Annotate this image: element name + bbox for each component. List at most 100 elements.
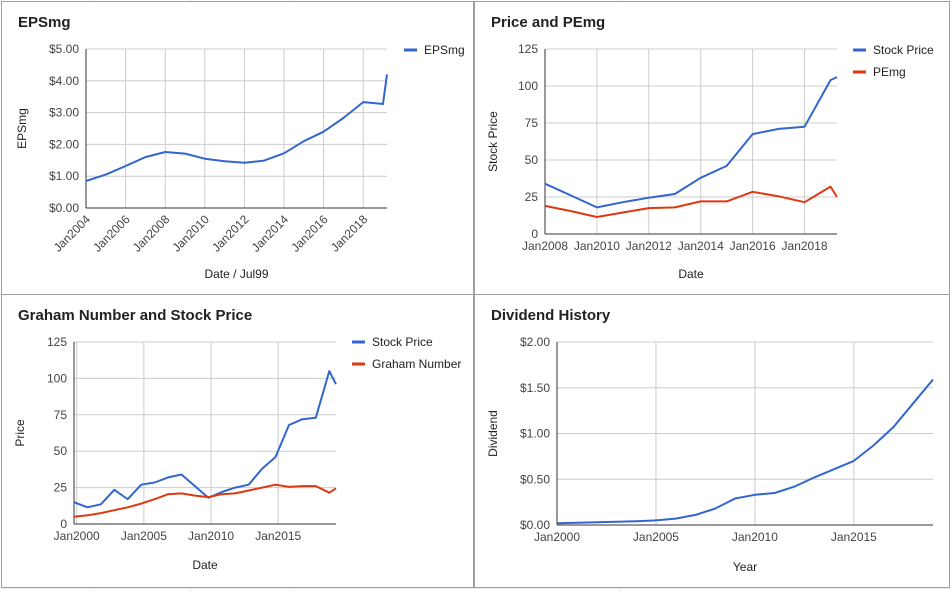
data-point <box>72 500 76 504</box>
data-point <box>614 520 618 524</box>
y-axis-title: Stock Price <box>486 111 500 172</box>
data-point <box>773 491 777 495</box>
data-point <box>166 475 170 479</box>
data-point <box>647 196 651 200</box>
x-tick-label: Jan2006 <box>90 212 133 255</box>
data-point <box>104 173 108 177</box>
graham-chart-panel: Graham Number and Stock Price 0 25 50 75 100… <box>1 294 474 588</box>
data-point <box>751 190 755 194</box>
data-point <box>654 518 658 522</box>
y-axis-title: Price <box>13 419 27 447</box>
data-point <box>163 150 167 154</box>
data-point <box>699 176 703 180</box>
y-tick-label: 50 <box>54 444 68 458</box>
data-point <box>381 102 385 106</box>
data-point <box>334 486 338 490</box>
x-tick-label: Jan2010 <box>169 212 212 255</box>
data-point <box>699 199 703 203</box>
x-tick-label: Jan2010 <box>188 529 234 543</box>
y-tick-label: $2.00 <box>520 335 550 349</box>
y-tick-label: $1.00 <box>49 169 79 183</box>
data-point <box>872 443 876 447</box>
data-point <box>314 484 318 488</box>
y-tick-label: $3.00 <box>49 106 79 120</box>
y-tick-label: $0.00 <box>520 518 550 532</box>
legend-label: EPSmg <box>424 43 465 57</box>
data-point <box>223 159 227 163</box>
series-line <box>85 74 388 182</box>
data-point <box>361 100 365 104</box>
data-point <box>300 417 304 421</box>
data-point <box>99 511 103 515</box>
data-point <box>314 416 318 420</box>
data-point <box>143 155 147 159</box>
data-point <box>179 491 183 495</box>
data-point <box>300 484 304 488</box>
x-tick-label: Jan2010 <box>732 530 778 544</box>
y-tick-label: $0.50 <box>520 472 550 486</box>
data-point <box>812 475 816 479</box>
data-point <box>385 72 389 76</box>
x-tick-label: Jan2000 <box>534 530 580 544</box>
data-point <box>242 161 246 165</box>
data-point <box>85 505 89 509</box>
data-point <box>694 513 698 517</box>
y-tick-label: 0 <box>531 227 538 241</box>
series-line <box>556 378 934 525</box>
x-tick-label: Jan2016 <box>288 212 331 255</box>
graham-chart-svg: 0 25 50 75 100 125 Jan2000 Jan2005 Jan2010 Jan201… <box>13 335 461 572</box>
x-tick-label: Jan2005 <box>121 529 167 543</box>
data-point <box>725 199 729 203</box>
data-point <box>153 497 157 501</box>
x-axis-title: Date <box>678 267 704 281</box>
x-tick-label: Jan2015 <box>831 530 877 544</box>
y-tick-label: 25 <box>525 190 539 204</box>
data-point <box>262 159 266 163</box>
data-point <box>112 488 116 492</box>
data-point <box>569 209 573 213</box>
x-tick-label: Jan2018 <box>328 212 371 255</box>
y-tick-label: $5.00 <box>49 42 79 56</box>
data-point <box>911 401 915 405</box>
x-tick-label: Jan2014 <box>249 212 292 255</box>
x-tick-label: Jan2016 <box>730 239 776 253</box>
data-point <box>260 467 264 471</box>
y-axis-title: Dividend <box>486 410 500 457</box>
data-point <box>126 505 130 509</box>
data-point <box>327 369 331 373</box>
data-point <box>543 204 547 208</box>
data-point <box>220 492 224 496</box>
data-point <box>274 483 278 487</box>
data-point <box>247 489 251 493</box>
data-point <box>725 164 729 168</box>
chart-title: EPSmg <box>18 14 71 31</box>
x-tick-label: Jan2010 <box>574 239 620 253</box>
data-point <box>341 116 345 120</box>
data-point <box>112 508 116 512</box>
background-gridline <box>0 588 952 589</box>
data-point <box>835 75 839 79</box>
x-tick-label: Jan2012 <box>626 239 672 253</box>
data-point <box>139 502 143 506</box>
data-point <box>193 494 197 498</box>
data-point <box>777 194 781 198</box>
data-point <box>555 521 559 525</box>
data-point <box>753 493 757 497</box>
data-point <box>99 502 103 506</box>
data-point <box>247 483 251 487</box>
data-point <box>569 194 573 198</box>
y-tick-label: $1.00 <box>520 427 550 441</box>
x-tick-label: Jan2000 <box>54 529 100 543</box>
x-tick-label: Jan2018 <box>782 239 828 253</box>
data-point <box>575 521 579 525</box>
data-point <box>126 497 130 501</box>
data-point <box>543 182 547 186</box>
legend-label: PEmg <box>873 65 906 79</box>
price-pe-chart-svg: 0 25 50 75 100 125 Jan2008 Jan2010 Jan2012 Jan201… <box>486 42 934 281</box>
x-tick-label: Jan2014 <box>678 239 724 253</box>
data-point <box>829 185 833 189</box>
data-point <box>203 157 207 161</box>
data-point <box>85 513 89 517</box>
data-point <box>713 507 717 511</box>
y-tick-label: 75 <box>54 408 68 422</box>
